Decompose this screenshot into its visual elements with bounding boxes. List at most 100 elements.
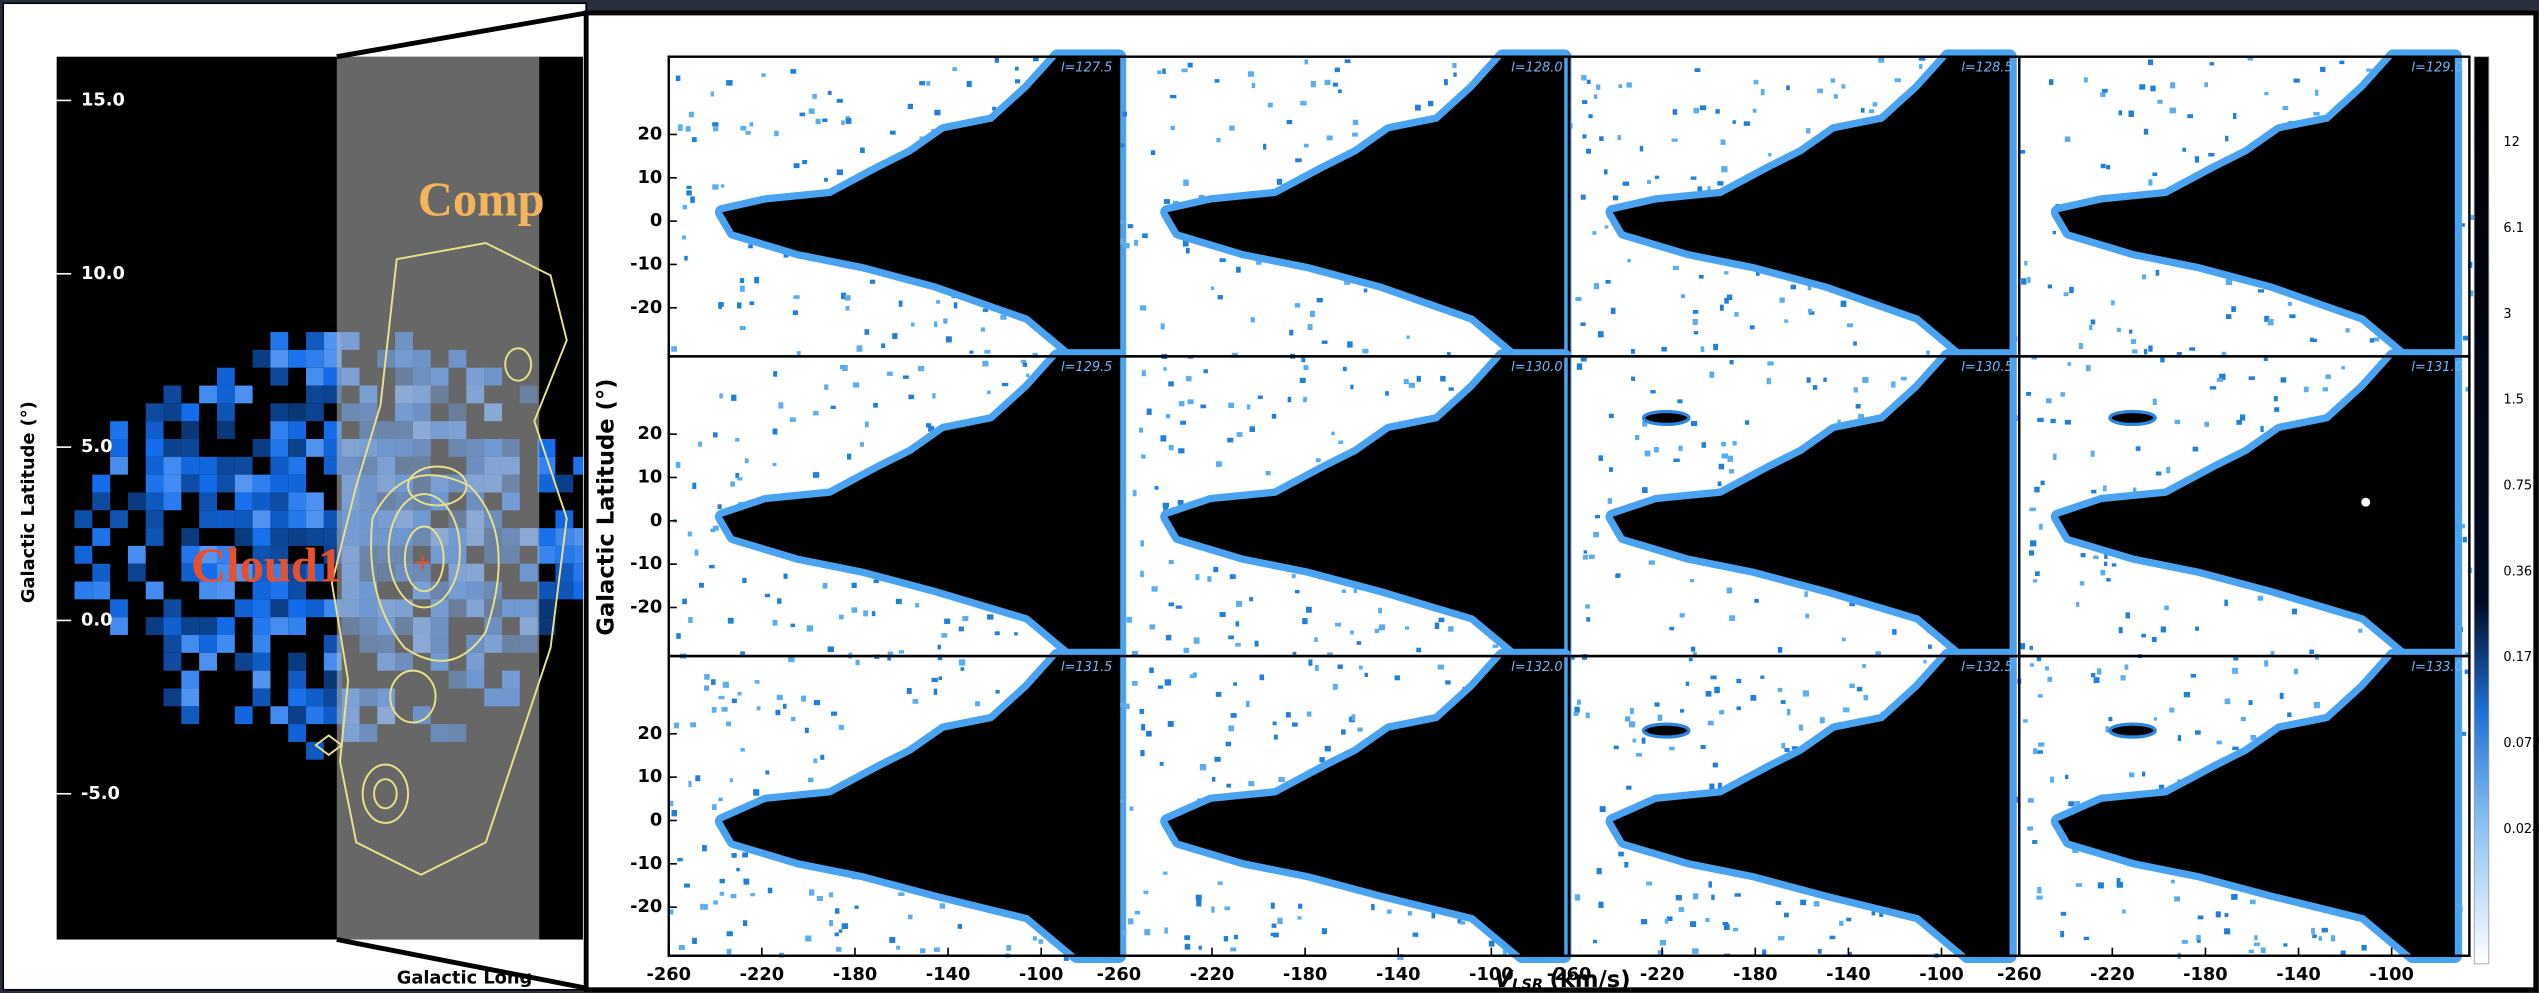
emission-dot (2027, 798, 2034, 803)
emission-dot (1627, 259, 1631, 263)
emission-dot (1272, 721, 1277, 726)
map-cell (145, 617, 164, 636)
emission-dot (1159, 761, 1164, 766)
emission-dot (1371, 904, 1375, 911)
emission-dot (898, 300, 903, 307)
map-cell (145, 474, 164, 493)
emission-dot (739, 285, 745, 292)
emission-dot (1406, 335, 1410, 339)
emission-dot (1219, 258, 1226, 263)
emission-dot (1216, 461, 1222, 467)
emission-dot (1298, 903, 1303, 909)
emission-dot (896, 945, 901, 950)
emission-dot (1185, 247, 1190, 254)
emission-dot (1918, 57, 1926, 61)
emission-dot (1573, 712, 1579, 716)
emission-dot (1603, 169, 1608, 175)
emission-dot (827, 90, 832, 95)
x-tick-label: -260 (1547, 964, 1592, 985)
map-cell (234, 599, 253, 618)
contour (403, 525, 445, 593)
emission-dot (941, 633, 948, 638)
x-tick-label: -260 (1097, 964, 1142, 985)
emission-dot (2312, 934, 2317, 939)
emission-dot (1183, 647, 1190, 654)
colorbar-tick-label: 0.024 (2503, 822, 2539, 837)
emission-dot (1692, 318, 1698, 325)
emission-dot (2090, 450, 2095, 457)
emission-dot (719, 393, 723, 399)
emission-dot (1210, 286, 1215, 291)
colorbar-tick-label: 0.75 (2503, 478, 2532, 493)
emission-dot (750, 893, 755, 897)
emission-dot (682, 204, 688, 210)
y-axis-label: Galactic Latitude (°) (594, 378, 620, 635)
emission-dot (1699, 105, 1707, 111)
emission-dot (2158, 784, 2165, 791)
emission-dot (790, 623, 796, 628)
emission-dot (776, 694, 783, 701)
emission-dot (2170, 879, 2175, 884)
emission-dot (2036, 895, 2043, 900)
emission-dot (2118, 627, 2123, 634)
emission-core (1612, 656, 2010, 956)
emission-dot (1292, 722, 1298, 727)
map-cell (270, 563, 289, 582)
emission-dot (1195, 894, 1202, 901)
emission-dot (2153, 717, 2158, 721)
emission-dot (2257, 595, 2264, 601)
emission-dot (684, 883, 690, 888)
map-cell (216, 581, 235, 600)
emission-dot (2129, 329, 2133, 334)
emission-dot (1892, 629, 1897, 635)
emission-dot (1230, 713, 1237, 718)
emission-dot (704, 674, 710, 680)
emission-dot (838, 724, 844, 730)
x-tick-label: -100 (1919, 964, 1964, 985)
emission-dot (1144, 929, 1151, 936)
emission-dot (937, 654, 943, 661)
emission-dot (1580, 357, 1587, 362)
y-tick-label: 10.0 (81, 263, 125, 284)
emission-dot (2039, 523, 2043, 530)
emission-dot (2373, 337, 2380, 342)
emission-dot (1853, 341, 1857, 346)
emission-dot (1779, 297, 1785, 303)
emission-dot (1303, 364, 1309, 371)
emission-dot (687, 531, 692, 537)
emission-dot (1596, 868, 1602, 875)
emission-dot (1586, 79, 1591, 84)
emission-dot (1163, 507, 1169, 512)
emission-dot (1233, 682, 1238, 686)
emission-dot (1364, 672, 1368, 678)
emission-dot (754, 680, 760, 684)
emission-dot (1593, 531, 1600, 538)
emission-dot (2118, 110, 2123, 116)
emission-dot (1165, 414, 1171, 419)
emission-dot (796, 351, 801, 356)
emission-dot (2249, 899, 2256, 905)
emission-dot (939, 903, 946, 909)
emission-dot (1635, 752, 1643, 757)
emission-dot (2273, 396, 2278, 402)
emission-dot (688, 111, 694, 118)
emission-dot (1709, 371, 1715, 378)
emission-dot (1628, 721, 1636, 728)
emission-dot (1846, 917, 1852, 922)
emission-dot (2075, 883, 2083, 887)
emission-dot (841, 923, 849, 930)
emission-dot (1217, 881, 1223, 885)
emission-dot (1588, 554, 1595, 560)
emission-dot (1415, 104, 1421, 111)
emission-dot (1692, 652, 1697, 658)
emission-dot (1291, 574, 1296, 579)
emission-dot (2309, 649, 2315, 654)
emission-dot (831, 711, 838, 716)
emission-dot (1760, 675, 1765, 679)
emission-dot (1609, 467, 1614, 472)
emission-dot (1694, 68, 1701, 72)
emission-dot (719, 878, 725, 884)
map-cell (181, 563, 200, 582)
emission-dot (1610, 307, 1616, 314)
emission-dot (720, 184, 725, 188)
